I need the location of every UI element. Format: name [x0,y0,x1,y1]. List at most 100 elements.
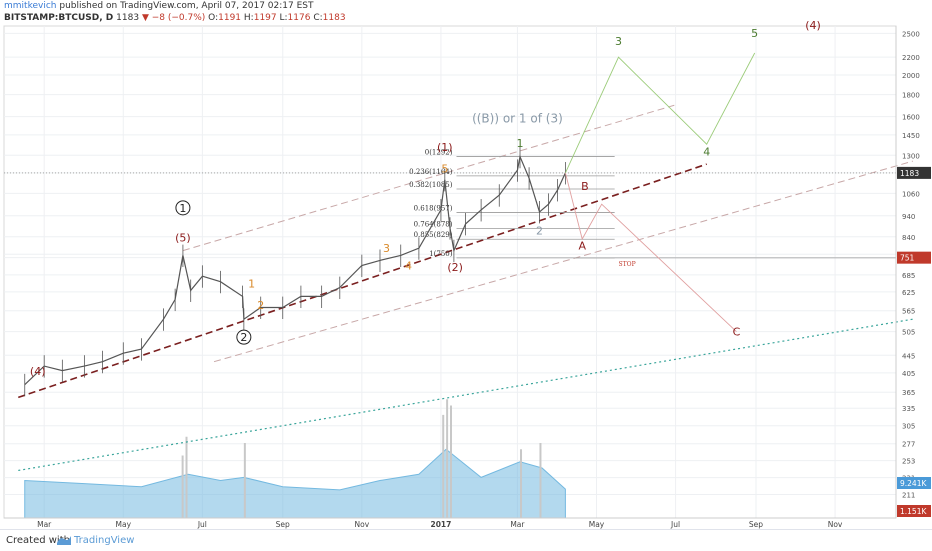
volume-bar [446,399,449,518]
time-axis-tick: Mar [37,520,52,529]
price-axis-tick: 277 [902,441,915,449]
price-axis-tick: 305 [902,423,915,431]
time-axis-tick: Sep [749,520,763,529]
price-axis-tick: 1450 [902,132,920,140]
price-axis-tick: 2200 [902,54,920,62]
volume-bar [539,443,542,518]
wave-label: 4 [405,259,412,272]
volume-area [24,448,566,519]
volume-bar [520,449,523,518]
wave-label: 3 [383,242,390,255]
wave-label: C [733,325,741,338]
published-text: published on TradingView.com, April 07, … [59,1,314,11]
price-axis-tick: 2500 [902,30,920,38]
wave-label: (4) [30,365,46,378]
wave-label: A [578,239,586,252]
ohlc-low: 1176 [287,13,311,23]
trend-line [18,318,913,472]
symbol-label: BITSTAMP:BTCUSD, D [4,13,114,23]
symbol-line: BITSTAMP:BTCUSD, D 1183 ▼ −8 (−0.7%) O:1… [4,12,346,24]
wave-label: 4 [703,145,710,158]
created-with-text: Created with [6,535,70,546]
price-axis-tick: 253 [902,458,915,466]
wave-label: 5 [441,163,448,176]
footer-bar: Created with TradingView [0,529,932,551]
projection-path [564,52,756,174]
price-axis-tick: 335 [902,405,915,413]
wave-label: 1 [517,137,524,150]
wave-label: (1) [437,141,453,154]
wave-label: 1 [248,277,255,290]
price-line [24,154,566,386]
price-change: ▼ −8 (−0.7%) [141,13,206,23]
tradingview-brand[interactable]: TradingView [74,535,135,546]
volume-bar [442,414,445,518]
time-axis-tick: May [589,520,605,529]
last-price: 1183 [116,13,140,23]
time-axis-tick: Sep [276,520,290,529]
price-tag-label: 1183 [900,169,919,178]
time-axis-tick: 2017 [430,520,451,529]
wave-circle-marker [236,329,252,345]
trend-line [18,163,707,399]
ohlc-c-label: C: [313,13,323,23]
ohlc-o-label: O: [208,13,219,23]
price-axis-tick: 505 [902,329,915,337]
price-tag-label: 1.151K [900,507,927,516]
price-axis-tick: 1600 [902,114,920,122]
fib-level-label: 1(750) [429,250,453,258]
price-axis-tick: 445 [902,352,915,360]
price-tag-label: 9.241K [900,479,927,488]
time-axis-tick: Jul [197,520,207,529]
price-tag [897,166,931,179]
price-axis-tick: 940 [902,213,915,221]
fib-level-label: 0.855(829) [414,231,453,239]
ohlc-h-label: H: [243,13,254,23]
volume-bar [450,405,452,518]
time-axis-tick: Jul [670,520,680,529]
time-axis-tick: Mar [510,520,525,529]
ohlc-close: 1183 [322,13,346,23]
stop-label: STOP [619,261,636,268]
price-tag [897,505,931,517]
time-axis-tick: May [116,520,132,529]
wave-count-title: ((B)) or 1 of (3) [472,111,563,125]
wave-circle-marker [175,200,191,216]
price-axis-tick: 211 [902,491,915,499]
fib-level-label: 0.236(1164) [409,168,453,176]
price-tag [897,251,931,264]
projection-path [564,172,737,333]
price-axis-tick: 2000 [902,72,920,80]
price-chart[interactable]: 0(1292) 0.236(1164) 0.382(1085) 0.618(957) 0… [0,0,932,529]
wave-label: 3 [615,35,622,48]
price-axis-tick: 1060 [902,190,920,198]
wave-label: 1 [179,202,186,215]
ohlc-open: 1191 [218,13,242,23]
time-axis-tick: Nov [828,520,843,529]
chart-header: mmitkevich published on TradingView.com,… [4,0,346,24]
price-tag [897,477,931,489]
price-axis-tick: 365 [902,389,915,397]
time-axis-tick: Nov [355,520,370,529]
ohlc-high: 1197 [253,13,277,23]
wave-label: 5 [751,27,758,40]
wave-label: 2 [240,331,247,344]
fib-level-label: 0.618(957) [414,204,453,212]
price-axis-tick: 685 [902,272,915,280]
volume-bar [185,436,188,518]
fib-level-label: 0(1292) [425,148,453,156]
tradingview-logo-icon[interactable] [56,533,72,547]
trend-line [213,160,913,363]
wave-label: 2 [536,225,543,238]
fib-level-label: 0.382(1085) [409,181,453,189]
price-tag-label: 751 [900,254,915,263]
author-link[interactable]: mmitkevich [4,1,57,11]
wave-label: 2 [257,299,264,312]
publication-line: mmitkevich published on TradingView.com,… [4,0,346,12]
price-axis-tick: 625 [902,289,915,297]
trend-line [182,104,675,252]
ohlc-l-label: L: [279,13,288,23]
price-axis-tick: 405 [902,370,915,378]
price-axis-tick: 1300 [902,152,920,160]
price-axis-tick: 1800 [902,92,920,100]
